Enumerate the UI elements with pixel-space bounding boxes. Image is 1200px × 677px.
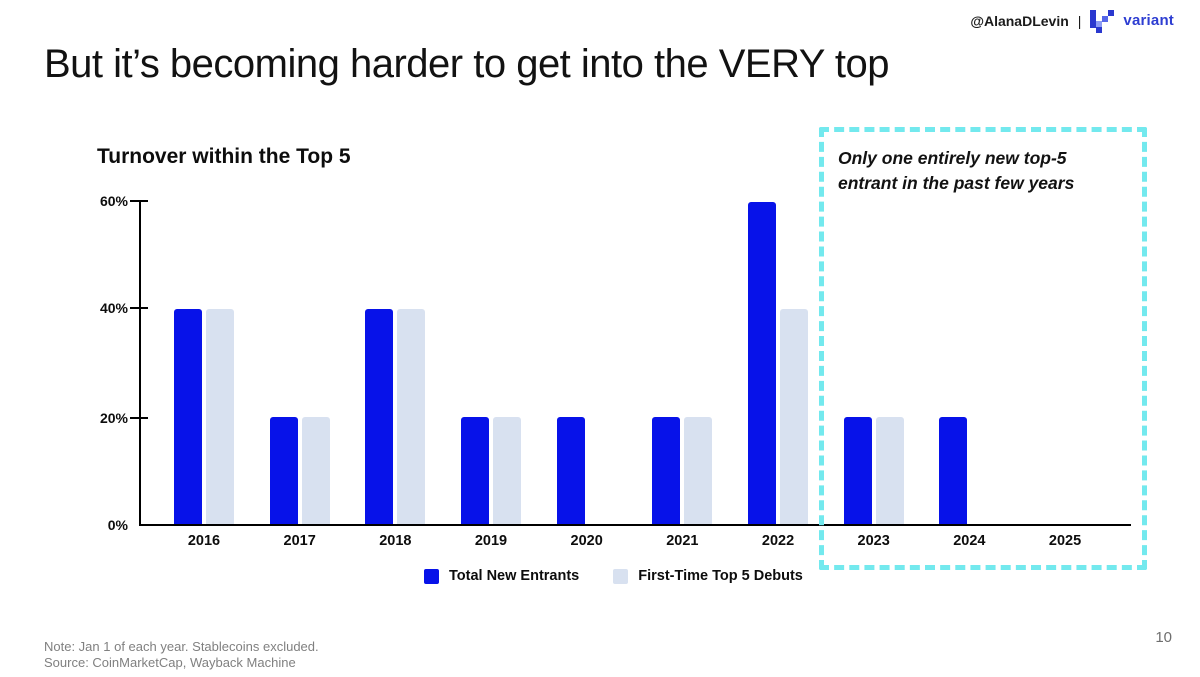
y-axis-line — [139, 200, 141, 525]
page-number: 10 — [1155, 629, 1172, 646]
bar-2018-total-new-entrants — [365, 309, 394, 524]
legend-swatch-icon — [424, 568, 439, 584]
legend-item-0: Total New Entrants — [424, 568, 579, 584]
bar-2016-first-time-debuts — [206, 309, 234, 524]
bar-2023-total-new-entrants — [843, 416, 872, 524]
x-axis-label-2020: 2020 — [570, 533, 603, 549]
x-axis-label-2024: 2024 — [953, 533, 986, 549]
bar-2017-first-time-debuts — [301, 416, 330, 524]
chart-title: Turnover within the Top 5 — [97, 145, 351, 168]
x-axis-label-2019: 2019 — [474, 533, 508, 549]
bar-2022-first-time-debuts — [780, 309, 809, 524]
legend-swatch-icon — [613, 568, 629, 584]
chart-legend: Total New Entrants First-Time Top 5 Debut… — [424, 568, 827, 584]
bar-2021-total-new-entrants — [652, 416, 681, 524]
x-axis-label-2016: 2016 — [187, 533, 221, 549]
bar-2022-total-new-entrants — [748, 201, 777, 524]
bar-2024-total-new-entrants — [939, 416, 968, 524]
bar-2017-total-new-entrants — [269, 416, 298, 524]
bar-2016-total-new-entrants — [174, 309, 202, 524]
x-axis-line — [139, 524, 1131, 526]
variant-logo-icon — [1090, 8, 1115, 33]
x-axis-label-2018: 2018 — [379, 533, 412, 549]
brand-name[interactable]: variant — [1123, 12, 1174, 29]
bar-2019-total-new-entrants — [461, 416, 489, 524]
slide-title: But it’s becoming harder to get into the… — [44, 42, 889, 86]
footnote-note: Note: Jan 1 of each year. Stablecoins ex… — [44, 639, 319, 654]
annotation-line-1: Only one entirely new top-5 — [838, 148, 1067, 168]
x-axis-label-2025: 2025 — [1048, 533, 1082, 549]
y-axis-label-40: 40% — [99, 300, 128, 316]
annotation-text: Only one entirely new top-5 entrant in t… — [838, 146, 1138, 196]
author-handle[interactable]: @AlanaDLevin — [970, 12, 1069, 29]
x-axis-label-2023: 2023 — [857, 533, 890, 549]
legend-label: First-Time Top 5 Debuts — [638, 568, 803, 584]
footnote-source: Source: CoinMarketCap, Wayback Machine — [44, 654, 296, 670]
x-axis-labels: 2016 2017 2018 2019 2020 2021 2022 2023 2024 2025 — [140, 533, 1130, 553]
footnote: Note: Jan 1 of each year. Stablecoins ex… — [44, 639, 319, 671]
y-axis-label-60: 60% — [99, 193, 128, 209]
plot-area — [140, 199, 1130, 524]
legend-item-1: First-Time Top 5 Debuts — [613, 568, 803, 584]
legend-label: Total New Entrants — [449, 568, 580, 584]
bar-2021-first-time-debuts — [684, 416, 713, 524]
bar-2019-first-time-debuts — [493, 416, 521, 524]
annotation-line-2: entrant in the past few years — [838, 172, 1075, 193]
x-axis-label-2017: 2017 — [283, 533, 316, 549]
header-attribution: @AlanaDLevin | variant — [970, 8, 1174, 33]
x-axis-label-2021: 2021 — [666, 533, 699, 549]
bar-2023-first-time-debuts — [875, 416, 904, 524]
y-axis-label-20: 20% — [99, 410, 128, 426]
bar-2020-total-new-entrants — [556, 416, 585, 524]
y-axis-label-0: 0% — [107, 517, 128, 533]
x-axis-label-2022: 2022 — [761, 533, 795, 549]
separator: | — [1077, 12, 1082, 29]
bar-2018-first-time-debuts — [397, 309, 426, 524]
